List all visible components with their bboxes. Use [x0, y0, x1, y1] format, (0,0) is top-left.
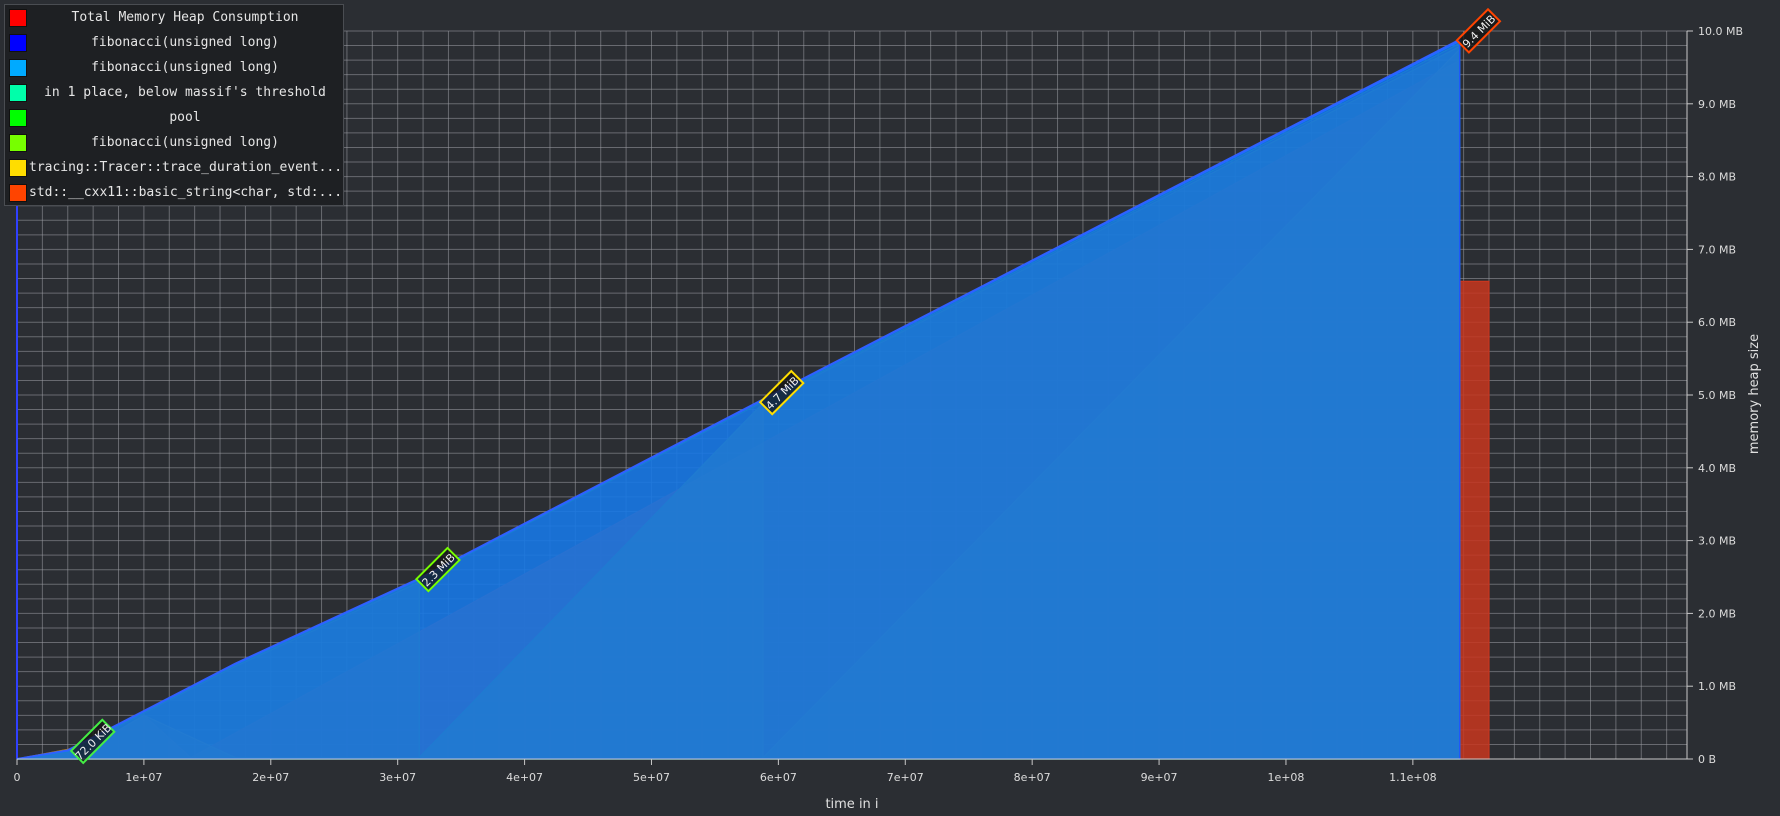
y-tick-label: 8.0 MB — [1698, 171, 1736, 184]
legend-label: tracing::Tracer::trace_duration_event... — [29, 160, 341, 175]
y-tick-label: 6.0 MB — [1698, 316, 1736, 329]
legend-label: fibonacci(unsigned long) — [91, 35, 279, 50]
legend-item-total[interactable]: Total Memory Heap Consumption — [5, 5, 343, 30]
legend-label: fibonacci(unsigned long) — [91, 135, 279, 150]
y-tick-label: 10.0 MB — [1698, 25, 1743, 38]
x-tick-label: 7e+07 — [887, 771, 924, 784]
x-axis-label: time in i — [825, 797, 878, 812]
legend-item-fibonacci-2[interactable]: fibonacci(unsigned long) — [5, 55, 343, 80]
legend-item-below-threshold[interactable]: in 1 place, below massif's threshold — [5, 80, 343, 105]
x-tick-label: 3e+07 — [379, 771, 416, 784]
y-tick-label: 2.0 MB — [1698, 607, 1736, 620]
peak-marker-box — [69, 718, 116, 765]
y-tick-label: 7.0 MB — [1698, 243, 1736, 256]
legend-swatch — [9, 59, 27, 77]
y-tick-label: 5.0 MB — [1698, 389, 1736, 402]
legend-swatch — [9, 184, 27, 202]
legend-swatch — [9, 9, 27, 27]
peak-marker-box — [758, 369, 805, 416]
legend-item-tracer[interactable]: tracing::Tracer::trace_duration_event... — [5, 155, 343, 180]
legend: Total Memory Heap Consumption fibonacci(… — [4, 4, 344, 206]
x-tick-label: 1e+08 — [1267, 771, 1304, 784]
legend-label: in 1 place, below massif's threshold — [44, 85, 326, 100]
legend-item-fibonacci-3[interactable]: fibonacci(unsigned long) — [5, 130, 343, 155]
legend-item-pool[interactable]: pool — [5, 105, 343, 130]
x-tick-label: 8e+07 — [1014, 771, 1051, 784]
peak-marker-box — [414, 546, 461, 593]
y-tick-label: 1.0 MB — [1698, 680, 1736, 693]
legend-item-fibonacci-1[interactable]: fibonacci(unsigned long) — [5, 30, 343, 55]
legend-swatch — [9, 134, 27, 152]
x-tick-label: 9e+07 — [1141, 771, 1178, 784]
legend-swatch — [9, 159, 27, 177]
x-tick-label: 1e+07 — [125, 771, 162, 784]
legend-item-basic-string[interactable]: std::__cxx11::basic_string<char, std:... — [5, 180, 343, 205]
legend-swatch — [9, 84, 27, 102]
peak-marker-box — [1455, 7, 1502, 54]
x-tick-label: 1.1e+08 — [1389, 771, 1436, 784]
legend-label: pool — [169, 110, 201, 125]
legend-label: fibonacci(unsigned long) — [91, 60, 279, 75]
legend-swatch — [9, 109, 27, 127]
x-tick-label: 0 — [14, 771, 21, 784]
y-tick-label: 9.0 MB — [1698, 98, 1736, 111]
legend-label: std::__cxx11::basic_string<char, std:... — [29, 185, 341, 200]
y-tick-label: 4.0 MB — [1698, 462, 1736, 475]
y-axis-label: memory heap size — [1747, 334, 1762, 454]
area-layers — [16, 38, 1490, 760]
x-tick-label: 6e+07 — [760, 771, 797, 784]
y-tick-label: 0 B — [1698, 753, 1716, 766]
axes: 0 1e+07 2e+07 3e+07 4e+07 5e+07 6e+07 7e+07 8e+0… — [14, 25, 1744, 784]
legend-label: Total Memory Heap Consumption — [71, 10, 299, 25]
legend-swatch — [9, 34, 27, 52]
x-tick-label: 4e+07 — [506, 771, 543, 784]
x-tick-label: 5e+07 — [633, 771, 670, 784]
x-tick-label: 2e+07 — [252, 771, 289, 784]
y-tick-label: 3.0 MB — [1698, 535, 1736, 548]
